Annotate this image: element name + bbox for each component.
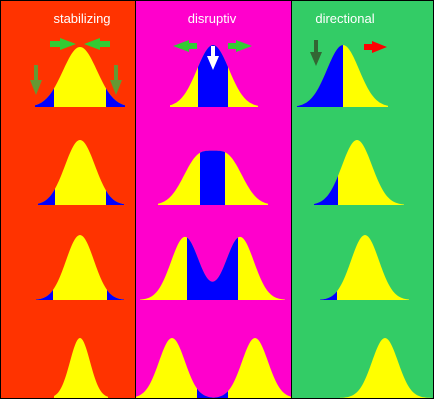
arrow	[110, 65, 122, 95]
arrow	[30, 65, 42, 95]
selected-region	[187, 237, 238, 300]
curve	[54, 338, 108, 398]
selected-region	[314, 175, 338, 205]
selected-region	[197, 388, 228, 398]
panel-label: stabilizing	[53, 11, 110, 26]
selected-region	[106, 190, 124, 205]
curve	[38, 140, 124, 205]
selected-region	[320, 291, 337, 300]
panel-label: disruptiv	[188, 11, 237, 26]
arrow	[310, 40, 322, 66]
selected-region	[107, 289, 124, 300]
arrows	[30, 38, 387, 95]
curve	[36, 235, 124, 300]
selected-region	[38, 188, 55, 205]
panel-label: directional	[315, 11, 374, 26]
curve	[136, 338, 291, 398]
curve	[320, 235, 409, 300]
selected-region	[106, 88, 125, 107]
arrow	[364, 41, 387, 53]
arrow	[50, 38, 76, 50]
selected-region	[200, 150, 225, 205]
curve	[340, 338, 432, 398]
selected-region	[36, 289, 53, 300]
arrow	[228, 40, 252, 52]
curve	[140, 236, 285, 300]
arrow	[84, 38, 110, 50]
curve	[35, 47, 125, 107]
selected-region	[297, 45, 343, 107]
selected-region	[198, 45, 228, 107]
selected-region	[35, 88, 54, 107]
arrow	[173, 40, 197, 52]
arrow	[207, 46, 219, 70]
